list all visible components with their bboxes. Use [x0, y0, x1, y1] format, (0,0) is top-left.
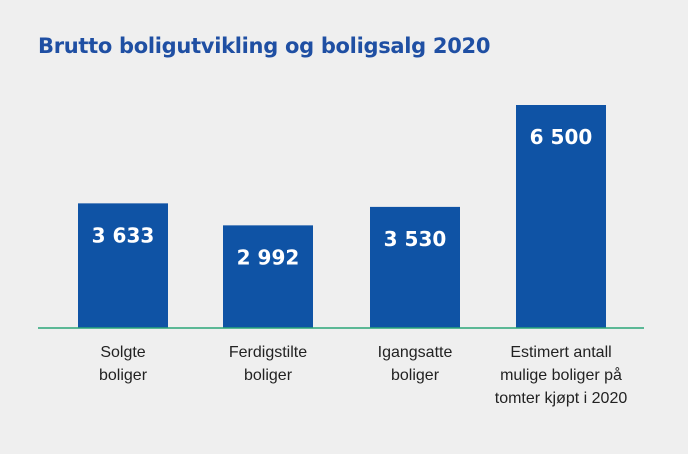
- category-label-4-line-3: tomter kjøpt i 2020: [495, 390, 628, 407]
- bars-group: 3 633 2 992 3 530 6 500: [78, 105, 606, 328]
- category-label-4-line-1: Estimert antall: [510, 344, 611, 361]
- bar-2: [223, 225, 313, 328]
- bar-4: [516, 105, 606, 328]
- category-label-2-line-2: boliger: [244, 367, 293, 384]
- bar-3: [370, 206, 460, 328]
- chart-title: Brutto boligutvikling og boligsalg 2020: [38, 34, 491, 58]
- category-label-1-line-1: Solgte: [100, 344, 145, 361]
- bar-value-label-4: 6 500: [530, 125, 593, 149]
- bar-value-label-1: 3 633: [92, 223, 155, 247]
- bar-value-label-2: 2 992: [237, 245, 300, 269]
- category-label-2-line-1: Ferdigstilte: [229, 344, 307, 361]
- bar-1: [78, 203, 168, 328]
- category-label-3-line-2: boliger: [391, 367, 440, 384]
- category-labels-group: Solgte boliger Ferdigstilte boliger Igangsat…: [99, 344, 627, 407]
- category-label-1-line-2: boliger: [99, 367, 148, 384]
- category-label-3-line-1: Igangsatte: [378, 344, 453, 361]
- bar-value-label-3: 3 530: [384, 227, 447, 251]
- category-label-4-line-2: mulige boliger på: [500, 366, 622, 384]
